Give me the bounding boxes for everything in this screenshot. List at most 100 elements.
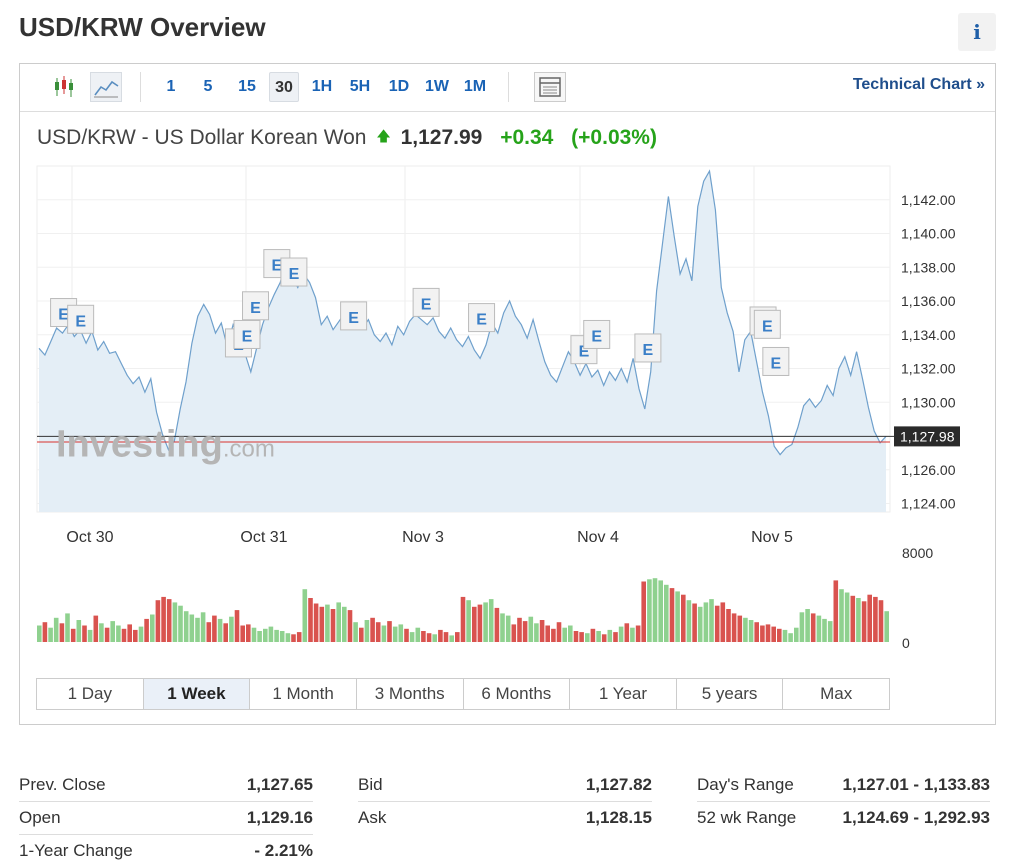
y-tick-label: 1,126.00 bbox=[901, 462, 956, 478]
event-marker-label: E bbox=[476, 312, 487, 329]
stat-value: 1,127.01 - 1,133.83 bbox=[842, 775, 990, 794]
stat-label: Prev. Close bbox=[19, 775, 106, 794]
stat-row: Bid 1,127.82 bbox=[358, 769, 652, 802]
volume-bar bbox=[285, 633, 291, 642]
event-marker bbox=[468, 303, 496, 333]
event-marker bbox=[340, 301, 368, 331]
volume-bar bbox=[87, 629, 93, 642]
volume-bar bbox=[375, 622, 381, 642]
line-chart-icon[interactable] bbox=[90, 72, 122, 102]
volume-bar bbox=[681, 594, 686, 642]
volume-bar bbox=[692, 603, 697, 642]
range-max[interactable]: Max bbox=[820, 684, 853, 703]
volume-bar bbox=[556, 622, 562, 642]
technical-chart-link[interactable]: Technical Chart » bbox=[852, 76, 985, 93]
event-marker-label: E bbox=[75, 313, 86, 330]
interval-1m[interactable]: 1M bbox=[463, 78, 487, 95]
event-marker bbox=[233, 319, 261, 349]
range-1-day[interactable]: 1 Day bbox=[37, 679, 144, 709]
volume-bar bbox=[686, 600, 692, 642]
volume-bar bbox=[754, 622, 759, 642]
range-3-months[interactable]: 3 Months bbox=[357, 679, 464, 709]
price-chart[interactable]: Investing.com 1,142.00 1,140.00 1,138.00 1,1… bbox=[20, 64, 995, 674]
event-marker bbox=[242, 291, 270, 321]
volume-bar bbox=[48, 627, 53, 642]
price-line bbox=[38, 169, 887, 456]
volume-bar bbox=[551, 628, 556, 642]
volume-bar bbox=[630, 627, 635, 642]
stat-label: Bid bbox=[358, 775, 383, 794]
volume-bar bbox=[460, 596, 466, 642]
volume-bar bbox=[370, 617, 375, 642]
interval-1h[interactable]: 1H bbox=[311, 78, 333, 95]
volume-bar bbox=[607, 629, 613, 642]
page-title: USD/KRW Overview bbox=[19, 12, 266, 42]
volume-bar bbox=[308, 598, 313, 642]
volume-bar bbox=[70, 628, 76, 642]
candlestick-chart-icon[interactable] bbox=[48, 72, 80, 102]
interval-15[interactable]: 15 bbox=[238, 78, 256, 95]
toolbar-divider bbox=[508, 72, 509, 102]
volume-bar bbox=[42, 622, 48, 642]
volume-bar bbox=[127, 624, 132, 642]
event-marker bbox=[762, 346, 790, 376]
volume-bar bbox=[788, 633, 793, 642]
volume-bar bbox=[234, 610, 240, 642]
interval-1[interactable]: 1 bbox=[166, 78, 176, 95]
volume-bar bbox=[37, 625, 42, 642]
volume-bar bbox=[743, 617, 748, 642]
volume-bar bbox=[381, 625, 387, 642]
interval-5h[interactable]: 5H bbox=[349, 78, 371, 95]
volume-bar bbox=[319, 606, 325, 642]
volume-bar bbox=[737, 615, 743, 642]
event-marker-label: E bbox=[250, 300, 261, 317]
toolbar-divider bbox=[140, 72, 141, 102]
chart-panel: 1 5 15 30 1H 5H 1D 1W 1M Technical Chart » USD/K… bbox=[19, 63, 996, 725]
volume-bar bbox=[867, 594, 872, 642]
volume-bar bbox=[359, 627, 364, 642]
volume-bar bbox=[822, 618, 827, 642]
interval-1d[interactable]: 1D bbox=[388, 78, 410, 95]
volume-bar bbox=[805, 609, 810, 642]
volume-bar bbox=[528, 616, 534, 642]
volume-bar bbox=[330, 609, 336, 642]
range-1-year[interactable]: 1 Year bbox=[570, 679, 677, 709]
volume-bar bbox=[257, 631, 262, 642]
volume-bar bbox=[505, 615, 511, 642]
volume-bar bbox=[562, 627, 567, 642]
y-tick-label: 1,134.00 bbox=[901, 327, 956, 343]
volume-bar bbox=[217, 618, 223, 642]
range-6-months[interactable]: 6 Months bbox=[464, 679, 571, 709]
stat-row: Prev. Close 1,127.65 bbox=[19, 769, 313, 802]
interval-5[interactable]: 5 bbox=[203, 78, 213, 95]
volume-bar bbox=[697, 606, 703, 642]
interval-1w[interactable]: 1W bbox=[425, 78, 449, 95]
volume-bar bbox=[172, 602, 178, 642]
volume-bar bbox=[816, 615, 822, 642]
volume-bar bbox=[545, 625, 550, 642]
layout-icon[interactable] bbox=[534, 72, 566, 102]
range-5-years[interactable]: 5 years bbox=[677, 679, 784, 709]
range-1-month[interactable]: 1 Month bbox=[250, 679, 357, 709]
stat-label: Open bbox=[19, 808, 61, 827]
volume-bar bbox=[827, 621, 833, 642]
volume-bar bbox=[878, 600, 884, 642]
stat-row: 52 wk Range 1,124.69 - 1,292.93 bbox=[697, 802, 990, 834]
volume-bar bbox=[116, 625, 121, 642]
volume-bar bbox=[392, 626, 398, 642]
stat-value: 1,127.65 bbox=[246, 775, 313, 794]
volume-bar bbox=[794, 627, 799, 642]
range-1-week[interactable]: 1 Week bbox=[143, 679, 251, 709]
info-button[interactable]: i bbox=[958, 13, 996, 51]
volume-bar bbox=[189, 614, 195, 642]
volume-bar bbox=[251, 627, 257, 642]
stat-row: Ask 1,128.15 bbox=[358, 802, 652, 834]
volume-bar bbox=[833, 580, 839, 642]
volume-bar bbox=[421, 631, 426, 642]
y-tick-label: 1,132.00 bbox=[901, 361, 956, 377]
price-change-percent: (+0.03%) bbox=[571, 126, 657, 149]
stat-value: 1,128.15 bbox=[585, 808, 652, 827]
interval-30[interactable]: 30 bbox=[269, 72, 299, 102]
volume-bar bbox=[799, 612, 805, 642]
volume-bar bbox=[731, 613, 737, 642]
